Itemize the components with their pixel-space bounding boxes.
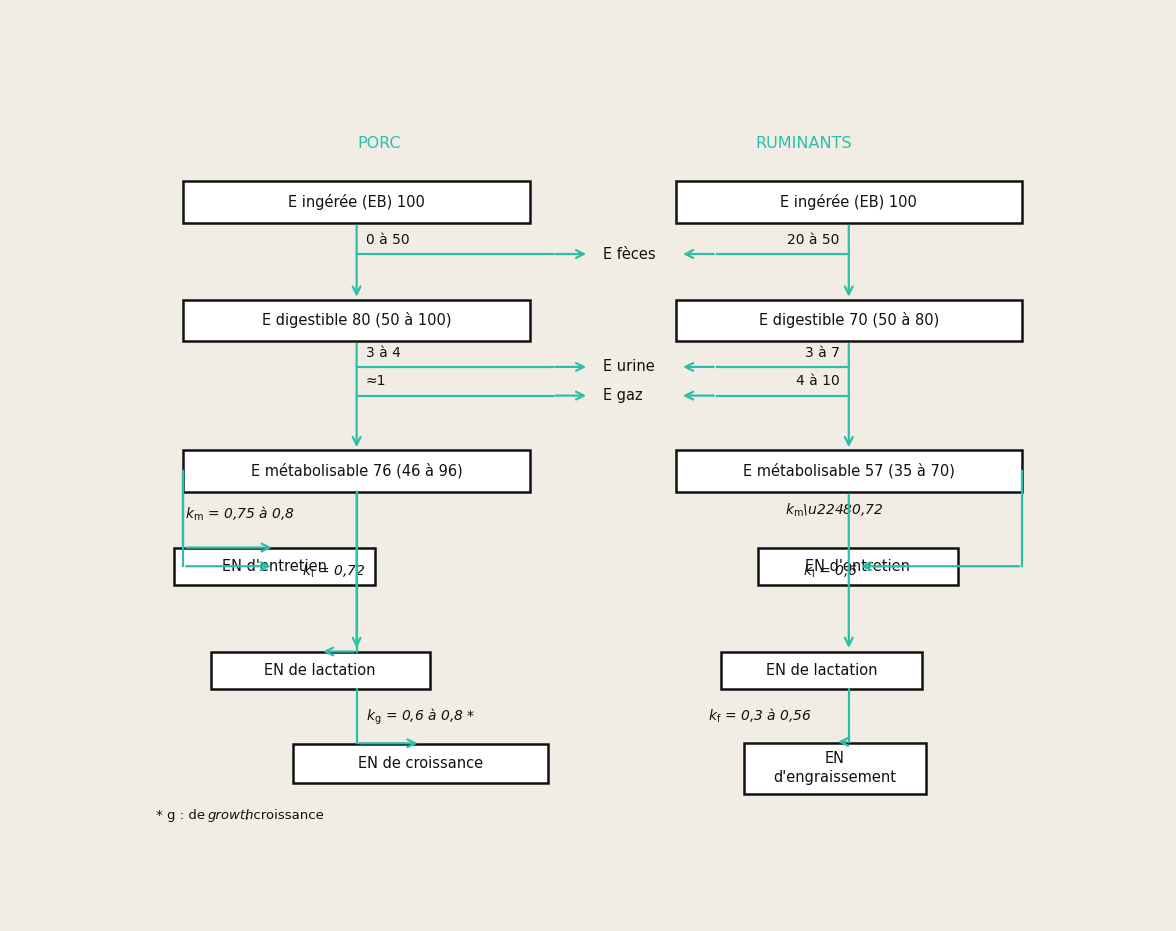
FancyBboxPatch shape bbox=[183, 300, 529, 341]
Text: , croissance: , croissance bbox=[245, 809, 323, 822]
Text: 3 à 4: 3 à 4 bbox=[366, 345, 401, 359]
Text: E urine: E urine bbox=[603, 359, 655, 374]
FancyBboxPatch shape bbox=[174, 547, 375, 585]
Text: EN d'entretien: EN d'entretien bbox=[806, 559, 910, 573]
Text: EN d'entretien: EN d'entretien bbox=[222, 559, 327, 573]
Text: 20 à 50: 20 à 50 bbox=[787, 233, 840, 247]
Text: E gaz: E gaz bbox=[603, 388, 642, 403]
FancyBboxPatch shape bbox=[675, 450, 1022, 492]
Text: E ingérée (EB) 100: E ingérée (EB) 100 bbox=[781, 194, 917, 210]
FancyBboxPatch shape bbox=[675, 182, 1022, 223]
Text: PORC: PORC bbox=[358, 137, 401, 152]
FancyBboxPatch shape bbox=[211, 652, 429, 689]
FancyBboxPatch shape bbox=[183, 450, 529, 492]
Text: EN de croissance: EN de croissance bbox=[358, 756, 483, 771]
Text: EN de lactation: EN de lactation bbox=[766, 663, 877, 678]
Text: E métabolisable 76 (46 à 96): E métabolisable 76 (46 à 96) bbox=[250, 463, 462, 479]
Text: EN de lactation: EN de lactation bbox=[265, 663, 376, 678]
Text: $k_\mathrm{g}$ = 0,6 à 0,8 *: $k_\mathrm{g}$ = 0,6 à 0,8 * bbox=[366, 707, 475, 726]
Text: $k_\mathrm{m}$\u22480,72: $k_\mathrm{m}$\u22480,72 bbox=[786, 502, 883, 519]
FancyBboxPatch shape bbox=[293, 744, 548, 783]
Text: 3 à 7: 3 à 7 bbox=[804, 345, 840, 359]
Text: RUMINANTS: RUMINANTS bbox=[755, 137, 851, 152]
Text: $k_\mathrm{m}$ = 0,75 à 0,8: $k_\mathrm{m}$ = 0,75 à 0,8 bbox=[186, 505, 295, 523]
FancyBboxPatch shape bbox=[744, 743, 927, 794]
FancyBboxPatch shape bbox=[183, 182, 529, 223]
Text: $k_\mathrm{l}$ = 0,6: $k_\mathrm{l}$ = 0,6 bbox=[803, 563, 858, 580]
FancyBboxPatch shape bbox=[721, 652, 922, 689]
Text: * g : de: * g : de bbox=[156, 809, 209, 822]
Text: E métabolisable 57 (35 à 70): E métabolisable 57 (35 à 70) bbox=[743, 463, 955, 479]
Text: 0 à 50: 0 à 50 bbox=[366, 233, 409, 247]
Text: 4 à 10: 4 à 10 bbox=[796, 374, 840, 388]
FancyBboxPatch shape bbox=[757, 547, 958, 585]
Text: EN
d'engraissement: EN d'engraissement bbox=[774, 751, 896, 786]
Text: $k_\mathrm{l}$ = 0,72: $k_\mathrm{l}$ = 0,72 bbox=[302, 563, 366, 580]
Text: $k_\mathrm{f}$ = 0,3 à 0,56: $k_\mathrm{f}$ = 0,3 à 0,56 bbox=[708, 707, 811, 725]
Text: E fèces: E fèces bbox=[603, 247, 655, 262]
Text: growth: growth bbox=[208, 809, 254, 822]
Text: E digestible 70 (50 à 80): E digestible 70 (50 à 80) bbox=[759, 312, 938, 329]
FancyBboxPatch shape bbox=[675, 300, 1022, 341]
Text: ≈1: ≈1 bbox=[366, 374, 386, 388]
Text: E ingérée (EB) 100: E ingérée (EB) 100 bbox=[288, 194, 425, 210]
Text: E digestible 80 (50 à 100): E digestible 80 (50 à 100) bbox=[262, 312, 452, 329]
